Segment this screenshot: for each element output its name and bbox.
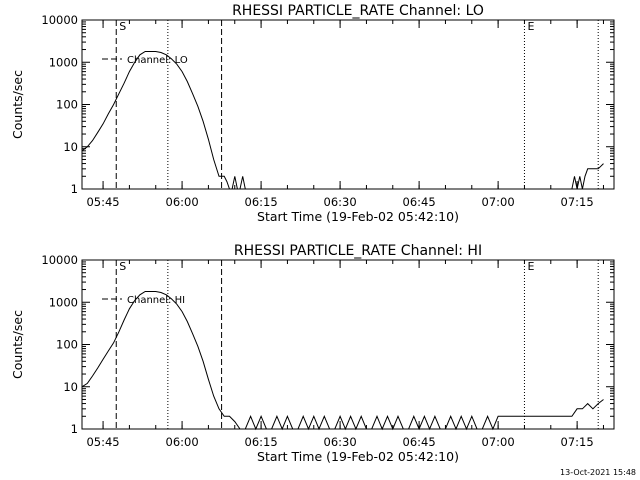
y-axis-label: Counts/sec xyxy=(10,310,25,379)
legend-label: Channel: LO xyxy=(127,55,188,66)
x-tick-label: 06:15 xyxy=(245,195,278,209)
start-marker-label: S xyxy=(119,260,126,273)
x-tick-label: 07:00 xyxy=(482,435,515,449)
x-tick-label: 07:00 xyxy=(482,195,515,209)
y-tick-label: 1000 xyxy=(49,55,78,69)
legend-label: Channel: HI xyxy=(127,295,185,306)
x-tick-label: 06:30 xyxy=(324,435,357,449)
x-axis-label: Start Time (19-Feb-02 05:42:10) xyxy=(257,209,459,224)
chart-title: RHESSI PARTICLE_RATE Channel: HI xyxy=(234,243,482,259)
y-axis-label: Counts/sec xyxy=(10,70,25,139)
x-tick-label: 06:00 xyxy=(166,195,199,209)
x-tick-label: 05:45 xyxy=(86,195,119,209)
plot-frame xyxy=(81,19,615,190)
y-tick-label: 10000 xyxy=(41,13,78,27)
series-line xyxy=(81,291,604,431)
panel-channel-hi: RHESSI PARTICLE_RATE Channel: HI 05:45 06:… xyxy=(10,243,615,464)
y-tick-label: 1 xyxy=(71,422,78,436)
x-tick-label: 07:15 xyxy=(561,435,594,449)
x-tick-label: 06:45 xyxy=(403,195,436,209)
x-axis-label: Start Time (19-Feb-02 05:42:10) xyxy=(257,449,459,464)
y-tick-label: 10 xyxy=(63,140,78,154)
x-tick-label: 06:00 xyxy=(166,435,199,449)
x-tick-label: 06:45 xyxy=(403,435,436,449)
x-tick-label: 07:15 xyxy=(561,195,594,209)
series-line xyxy=(81,51,604,190)
y-tick-label: 1000 xyxy=(49,295,78,309)
y-tick-label: 10000 xyxy=(41,253,78,267)
plot-frame xyxy=(81,259,615,430)
end-marker-label: E xyxy=(527,260,534,273)
y-tick-label: 1 xyxy=(71,182,78,196)
x-tick-label: 06:15 xyxy=(245,435,278,449)
y-tick-label: 10 xyxy=(63,380,78,394)
chart-title: RHESSI PARTICLE_RATE Channel: LO xyxy=(232,3,484,19)
end-marker-label: E xyxy=(527,20,534,33)
start-marker-label: S xyxy=(119,20,126,33)
y-tick-label: 100 xyxy=(56,98,78,112)
panel-channel-lo: RHESSI PARTICLE_RATE Channel: LO 05:45 06:… xyxy=(10,3,615,224)
footer-timestamp: 13-Oct-2021 15:48 xyxy=(560,468,636,477)
y-tick-label: 100 xyxy=(56,338,78,352)
x-tick-label: 05:45 xyxy=(86,435,119,449)
x-tick-label: 06:30 xyxy=(324,195,357,209)
